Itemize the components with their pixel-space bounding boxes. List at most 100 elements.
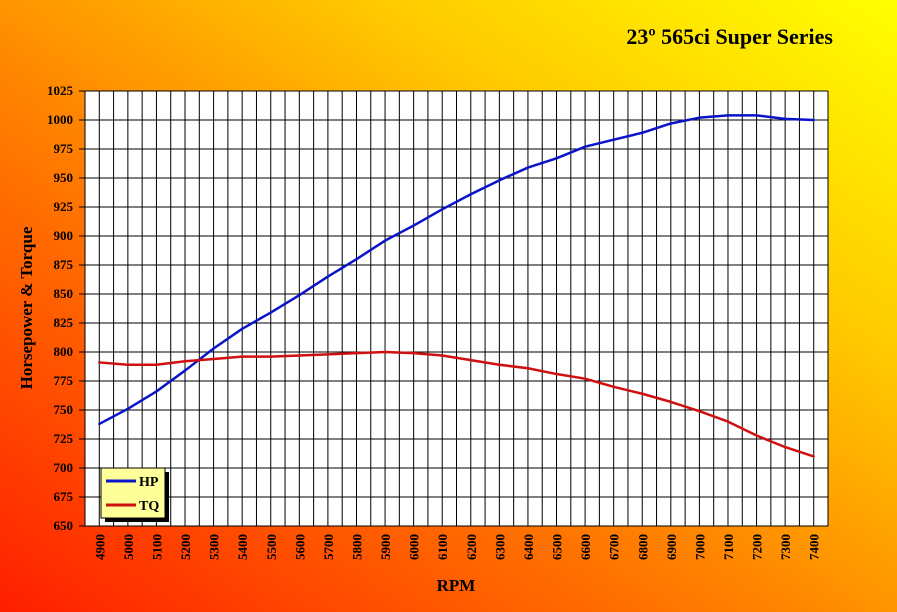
- data-point-tq: [126, 363, 130, 366]
- data-point-hp: [698, 116, 701, 119]
- x-tick-label: 7400: [807, 534, 822, 560]
- y-axis-title: Horsepower & Torque: [17, 226, 36, 389]
- data-point-tq: [441, 354, 444, 357]
- data-point-tq: [498, 363, 501, 366]
- data-point-hp: [526, 166, 530, 169]
- y-tick-label: 975: [54, 141, 74, 156]
- x-tick-label: 7200: [750, 534, 765, 560]
- data-point-tq: [98, 361, 101, 364]
- x-tick-label: 6600: [578, 534, 593, 560]
- x-tick-label: 6200: [464, 534, 479, 560]
- data-point-hp: [412, 224, 415, 227]
- data-point-hp: [669, 122, 673, 125]
- y-tick-label: 750: [54, 402, 74, 417]
- legend-label-tq: TQ: [139, 499, 159, 514]
- x-tick-label: 5800: [349, 534, 364, 560]
- data-point-tq: [183, 360, 187, 363]
- y-tick-label: 900: [54, 228, 74, 243]
- x-tick-label: 5200: [178, 534, 193, 560]
- y-tick-label: 650: [54, 518, 74, 533]
- y-tick-label: 700: [54, 460, 74, 475]
- data-point-tq: [812, 455, 815, 458]
- x-tick-label: 6400: [521, 534, 536, 560]
- data-point-tq: [412, 351, 415, 355]
- data-point-hp: [641, 131, 644, 134]
- data-point-tq: [298, 354, 301, 357]
- data-point-tq: [641, 392, 644, 395]
- x-tick-label: 5300: [207, 534, 222, 560]
- series-line-hp: [98, 114, 814, 426]
- data-point-tq: [155, 363, 158, 366]
- y-tick-label: 1025: [47, 83, 74, 98]
- data-point-hp: [212, 347, 215, 350]
- data-point-hp: [555, 157, 558, 160]
- data-point-tq: [269, 355, 272, 358]
- y-tick-label: 950: [54, 170, 74, 185]
- data-point-hp: [126, 407, 130, 411]
- x-tick-label: 7100: [721, 534, 736, 560]
- x-tick-label: 4900: [92, 534, 107, 560]
- data-point-hp: [240, 327, 244, 330]
- x-axis-title: RPM: [437, 576, 476, 595]
- x-tick-label: 5600: [292, 534, 307, 560]
- data-point-hp: [812, 118, 815, 122]
- y-tick-label: 775: [54, 373, 74, 388]
- data-point-tq: [469, 358, 472, 362]
- data-point-hp: [326, 275, 330, 278]
- data-point-hp: [183, 369, 187, 372]
- data-point-tq: [355, 351, 358, 355]
- y-tick-label: 850: [54, 286, 74, 301]
- x-tick-label: 5100: [149, 534, 164, 560]
- data-point-hp: [269, 311, 272, 314]
- data-point-hp: [383, 239, 387, 242]
- data-point-hp: [469, 193, 472, 196]
- x-tick-label: 5400: [235, 534, 250, 560]
- data-point-tq: [326, 353, 330, 356]
- data-point-tq: [383, 350, 387, 354]
- x-tick-label: 6000: [407, 534, 422, 560]
- data-point-tq: [526, 367, 530, 370]
- data-point-tq: [612, 385, 615, 388]
- data-point-tq: [212, 357, 215, 361]
- x-tick-label: 6500: [550, 534, 565, 560]
- x-tick-label: 6800: [635, 534, 650, 560]
- data-point-hp: [726, 114, 730, 117]
- x-tick-label: 6900: [664, 534, 679, 560]
- x-tick-label: 6100: [435, 534, 450, 560]
- chart-title: 23º 565ci Super Series: [626, 24, 833, 49]
- y-tick-label: 800: [54, 344, 74, 359]
- data-point-tq: [583, 377, 587, 380]
- x-tick-label: 7300: [778, 534, 793, 560]
- data-point-tq: [555, 372, 558, 376]
- data-point-tq: [698, 409, 701, 413]
- x-tick-label: 5900: [378, 534, 393, 560]
- x-tick-label: 5700: [321, 534, 336, 560]
- data-point-tq: [669, 400, 673, 404]
- data-point-hp: [755, 114, 758, 117]
- x-tick-label: 6300: [492, 534, 507, 560]
- x-tick-label: 5000: [121, 534, 136, 560]
- data-point-tq: [240, 355, 244, 358]
- data-point-hp: [441, 208, 444, 211]
- series-line-tq: [99, 350, 815, 458]
- x-tick-label: 7000: [692, 534, 707, 560]
- y-tick-label: 825: [54, 315, 74, 330]
- x-tick-label: 5500: [264, 534, 279, 560]
- data-point-tq: [783, 445, 787, 449]
- legend-label-hp: HP: [139, 475, 159, 490]
- data-point-hp: [498, 179, 501, 182]
- data-point-hp: [783, 117, 787, 121]
- y-tick-label: 925: [54, 199, 74, 214]
- legend: HP TQ: [100, 467, 169, 522]
- data-point-tq: [726, 420, 730, 423]
- data-point-hp: [98, 422, 101, 426]
- data-point-tq: [755, 434, 758, 437]
- data-point-hp: [583, 145, 587, 148]
- y-tick-label: 875: [54, 257, 74, 272]
- data-point-hp: [355, 258, 358, 261]
- x-tick-label: 6700: [607, 534, 622, 560]
- data-point-hp: [155, 390, 158, 393]
- y-tick-label: 725: [54, 431, 74, 446]
- data-point-hp: [298, 293, 301, 297]
